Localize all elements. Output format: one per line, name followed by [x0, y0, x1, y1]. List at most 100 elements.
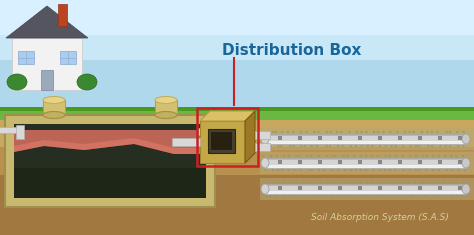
Polygon shape — [200, 111, 255, 121]
Circle shape — [275, 185, 277, 187]
Circle shape — [401, 155, 403, 157]
Circle shape — [272, 165, 274, 167]
Circle shape — [460, 191, 462, 193]
Circle shape — [365, 181, 367, 183]
Circle shape — [412, 145, 415, 147]
Circle shape — [374, 165, 376, 167]
Circle shape — [340, 185, 342, 187]
Circle shape — [347, 155, 349, 157]
Circle shape — [376, 165, 379, 167]
Circle shape — [275, 159, 277, 161]
Bar — [155, 100, 177, 115]
Circle shape — [450, 131, 452, 133]
Bar — [378, 186, 382, 190]
Circle shape — [410, 169, 412, 171]
Bar — [298, 186, 302, 190]
Circle shape — [317, 185, 319, 187]
Circle shape — [269, 195, 272, 197]
Bar — [0, 0, 474, 60]
Circle shape — [372, 145, 374, 147]
Circle shape — [427, 169, 430, 171]
Circle shape — [408, 135, 410, 137]
Circle shape — [444, 165, 447, 167]
Circle shape — [300, 181, 302, 183]
Circle shape — [431, 181, 434, 183]
Circle shape — [282, 185, 284, 187]
Circle shape — [364, 195, 367, 197]
Circle shape — [402, 191, 405, 193]
Circle shape — [317, 141, 319, 143]
Bar — [438, 160, 442, 164]
Circle shape — [305, 155, 307, 157]
Ellipse shape — [7, 74, 27, 90]
Circle shape — [396, 145, 399, 147]
Circle shape — [296, 191, 298, 193]
Circle shape — [282, 165, 284, 167]
Circle shape — [293, 181, 296, 183]
Circle shape — [335, 155, 337, 157]
Circle shape — [367, 159, 369, 161]
Circle shape — [334, 195, 337, 197]
Circle shape — [341, 145, 344, 147]
Circle shape — [346, 191, 348, 193]
Circle shape — [306, 185, 309, 187]
Circle shape — [440, 191, 442, 193]
Bar — [265, 141, 466, 144]
Circle shape — [292, 169, 295, 171]
Bar — [197, 108, 258, 166]
Circle shape — [439, 135, 441, 137]
Circle shape — [444, 195, 447, 197]
Polygon shape — [198, 128, 217, 135]
Circle shape — [413, 185, 416, 187]
Ellipse shape — [77, 74, 97, 90]
Circle shape — [310, 195, 312, 197]
Bar — [265, 184, 466, 186]
Circle shape — [356, 159, 358, 161]
Circle shape — [409, 185, 411, 187]
Circle shape — [456, 195, 458, 197]
Circle shape — [323, 141, 325, 143]
Circle shape — [437, 155, 439, 157]
Circle shape — [331, 191, 334, 193]
Bar — [0, 120, 474, 235]
Bar — [12, 38, 82, 90]
Circle shape — [456, 135, 458, 137]
Circle shape — [416, 195, 418, 197]
Circle shape — [409, 191, 411, 193]
Circle shape — [268, 159, 271, 161]
Circle shape — [307, 169, 310, 171]
Circle shape — [439, 195, 442, 197]
Circle shape — [306, 181, 309, 183]
Circle shape — [388, 155, 391, 157]
Circle shape — [439, 141, 441, 143]
Circle shape — [382, 169, 384, 171]
Circle shape — [263, 131, 265, 133]
Circle shape — [455, 181, 457, 183]
Circle shape — [335, 181, 337, 183]
Circle shape — [419, 165, 421, 167]
Circle shape — [382, 185, 384, 187]
Circle shape — [305, 145, 307, 147]
Circle shape — [288, 155, 291, 157]
Circle shape — [366, 169, 369, 171]
Text: Soil Absorption System (S.A.S): Soil Absorption System (S.A.S) — [311, 212, 449, 222]
Circle shape — [400, 135, 402, 137]
Circle shape — [286, 181, 289, 183]
Circle shape — [365, 165, 367, 167]
Circle shape — [294, 155, 296, 157]
Circle shape — [437, 169, 439, 171]
Bar — [318, 160, 322, 164]
Circle shape — [395, 155, 397, 157]
Bar — [458, 186, 462, 190]
Circle shape — [445, 141, 447, 143]
Bar — [208, 129, 235, 153]
Circle shape — [431, 135, 433, 137]
Circle shape — [289, 191, 292, 193]
Circle shape — [289, 141, 292, 143]
Circle shape — [414, 141, 417, 143]
Bar — [14, 168, 206, 198]
Circle shape — [324, 165, 326, 167]
Circle shape — [306, 159, 309, 161]
Circle shape — [385, 165, 388, 167]
Circle shape — [438, 145, 440, 147]
